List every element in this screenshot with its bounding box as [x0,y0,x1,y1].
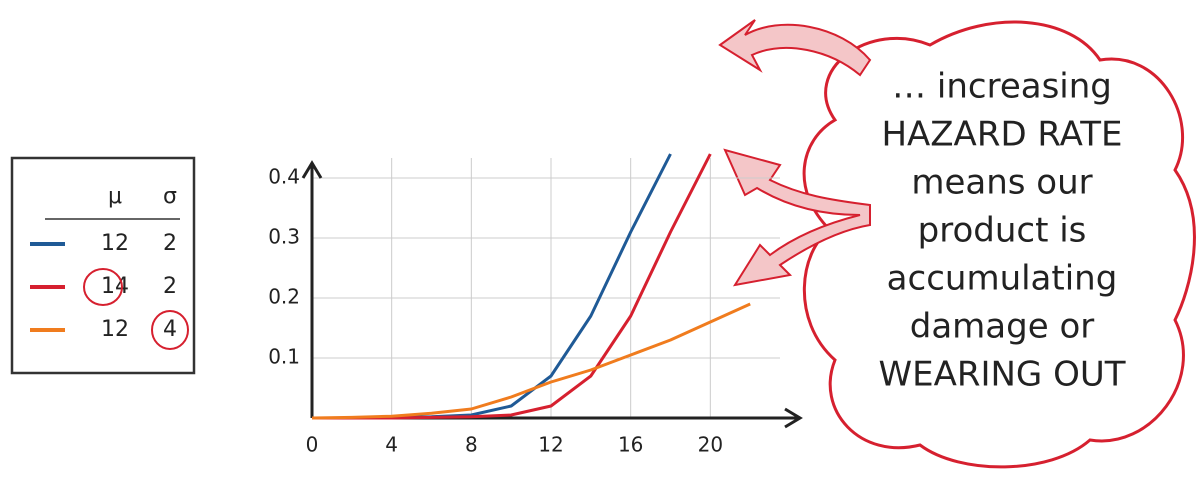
annotation-line: product is [918,211,1087,251]
legend-cell: 2 [163,274,177,299]
legend-cell: 12 [101,317,129,342]
axis [301,160,323,418]
annotation-line: HAZARD RATE [881,115,1122,155]
highlight-circle [151,310,189,350]
highlight-circle [83,268,123,306]
legend-header: σ [163,184,177,209]
legend-box [10,156,196,375]
y-tick-label: 0.2 [268,285,300,309]
annotation-line: accumulating [887,259,1118,299]
x-tick-label: 8 [465,433,478,457]
y-tick-label: 0.3 [268,225,300,249]
legend-cell: 4 [163,317,177,342]
x-tick-label: 16 [618,433,643,457]
annotation-line: damage or [910,307,1094,347]
legend-cell: 12 [101,231,129,256]
arrow [718,19,872,77]
series-line [311,302,751,420]
annotation-line: … increasing [892,67,1112,107]
y-tick-label: 0.4 [268,165,300,189]
x-tick-label: 4 [385,433,398,457]
legend-cell: 14 [101,274,129,299]
series-line [312,153,672,420]
x-tick-label: 12 [538,433,563,457]
annotation-line: WEARING OUT [878,355,1125,395]
arrow [723,148,871,287]
annotation-cloud [802,20,1196,469]
legend-header: μ [108,184,122,209]
y-tick-label: 0.1 [268,345,300,369]
legend-cell: 2 [163,231,177,256]
annotation-line: means our [911,163,1092,203]
x-tick-label: 0 [306,433,319,457]
x-tick-label: 20 [698,433,723,457]
